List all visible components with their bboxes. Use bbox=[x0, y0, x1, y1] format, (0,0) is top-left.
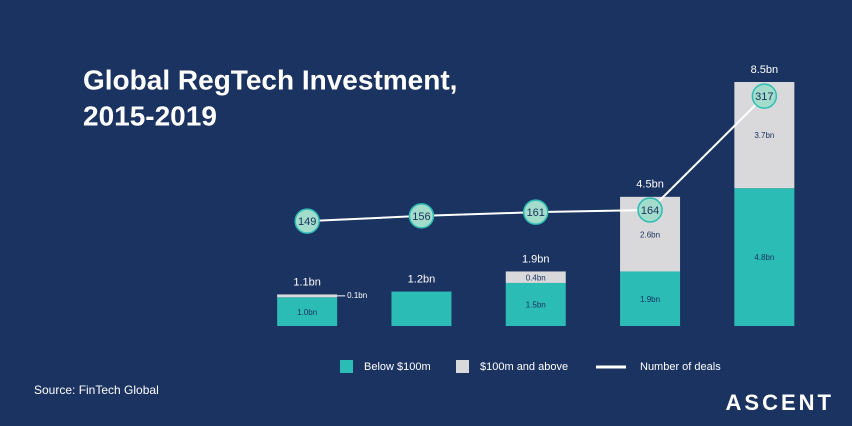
deal-label: 149 bbox=[298, 216, 316, 228]
segment-label: 0.4bn bbox=[526, 273, 546, 282]
deal-marker bbox=[751, 83, 778, 109]
segment-label: 1.5bn bbox=[526, 301, 546, 310]
segment-label: 0.1bn bbox=[347, 291, 367, 300]
deal-label: 156 bbox=[412, 211, 430, 223]
total-label: 1.9bn bbox=[522, 253, 550, 265]
segment-label: 2.6bn bbox=[640, 230, 660, 239]
chart-subtitle: 2015-2019 bbox=[83, 100, 217, 131]
segment-label: 1.0bn bbox=[297, 308, 317, 317]
legend-label: Number of deals bbox=[640, 361, 721, 373]
deal-marker bbox=[523, 199, 549, 225]
segment-label: 3.7bn bbox=[754, 131, 774, 140]
total-label: 1.2bn bbox=[408, 273, 436, 285]
chart-title: Global RegTech Investment, bbox=[83, 64, 457, 95]
deal-label: 164 bbox=[641, 205, 659, 217]
total-label: 1.1bn bbox=[293, 276, 321, 288]
bar-segment bbox=[734, 188, 795, 326]
source: Source: FinTech Global bbox=[34, 383, 159, 397]
deal-label: 161 bbox=[527, 207, 545, 219]
deal-marker bbox=[637, 197, 663, 223]
brand-logo: ASCENT bbox=[726, 390, 834, 415]
bar-segment bbox=[505, 271, 566, 283]
segment-label: 4.8bn bbox=[754, 253, 774, 262]
bar-segment bbox=[391, 291, 452, 326]
bar-segment bbox=[505, 282, 566, 326]
bar-segment bbox=[277, 297, 338, 326]
total-label: 8.5bn bbox=[751, 64, 779, 76]
legend-label: Below $100m bbox=[364, 361, 431, 373]
total-label: 4.5bn bbox=[636, 179, 664, 191]
segment-label: 1.9bn bbox=[640, 295, 660, 304]
deal-marker bbox=[408, 203, 435, 229]
bar-segment bbox=[620, 271, 681, 326]
legend-label: $100m and above bbox=[480, 361, 568, 373]
deal-marker bbox=[294, 208, 320, 234]
deal-label: 317 bbox=[755, 91, 773, 103]
legend-swatch bbox=[340, 360, 353, 373]
legend-swatch bbox=[456, 360, 469, 373]
bar-segment bbox=[277, 294, 338, 298]
